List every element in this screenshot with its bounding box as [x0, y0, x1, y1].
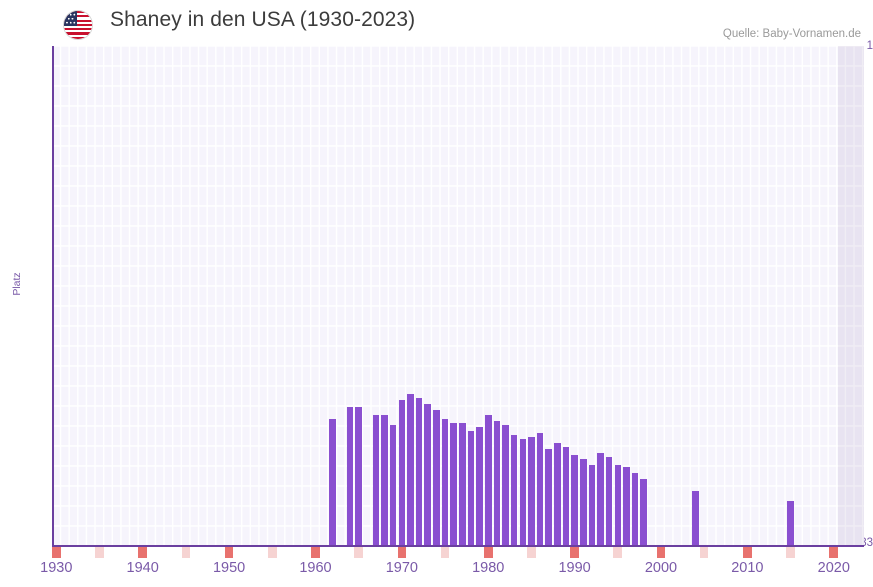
- bar-1981[interactable]: [493, 421, 501, 546]
- bar-1997[interactable]: [631, 473, 639, 546]
- decade-mark-1930: [52, 547, 61, 558]
- decade-mark-1970: [397, 547, 407, 558]
- bar-1983[interactable]: [510, 435, 518, 546]
- decade-mark-2010: [743, 547, 752, 558]
- x-axis-line: [52, 545, 864, 547]
- y-axis-max-label: 1: [866, 40, 873, 52]
- bar-1974[interactable]: [433, 409, 440, 546]
- bar-1971[interactable]: [407, 393, 414, 546]
- bar-1989[interactable]: [562, 447, 570, 546]
- bar-1985[interactable]: [528, 437, 535, 546]
- decade-mark-2020: [829, 547, 839, 558]
- bar-1982[interactable]: [502, 425, 509, 546]
- bar-2015[interactable]: [787, 501, 794, 546]
- bar-1962[interactable]: [329, 419, 337, 546]
- bar-1993[interactable]: [597, 453, 604, 546]
- bar-2004[interactable]: [692, 491, 699, 546]
- page-title: Shaney in den USA (1930-2023): [110, 8, 416, 31]
- y-axis-line: [52, 46, 54, 546]
- decade-mark-2015: [786, 547, 795, 558]
- x-tick-2000: 2000: [644, 560, 678, 576]
- bar-series: [52, 46, 864, 546]
- bar-1965[interactable]: [355, 406, 362, 546]
- decade-mark-1945: [181, 547, 191, 558]
- bar-1977[interactable]: [459, 423, 466, 546]
- decade-mark-1995: [613, 547, 623, 558]
- bar-1975[interactable]: [441, 419, 449, 546]
- bar-1992[interactable]: [588, 465, 596, 546]
- bar-1973[interactable]: [424, 403, 432, 546]
- decade-mark-2000: [656, 547, 666, 558]
- bar-1980[interactable]: [484, 415, 492, 546]
- decade-mark-1940: [138, 547, 147, 558]
- bar-1976[interactable]: [450, 423, 457, 546]
- bar-1990[interactable]: [571, 455, 578, 546]
- decade-markers: [52, 547, 864, 558]
- grid-lines: [52, 46, 864, 546]
- x-tick-1950: 1950: [212, 560, 246, 576]
- x-tick-1940: 1940: [126, 560, 159, 576]
- x-tick-2010: 2010: [731, 560, 764, 576]
- decade-mark-1990: [570, 547, 579, 558]
- x-tick-2020: 2020: [817, 560, 850, 576]
- bar-1987[interactable]: [545, 449, 552, 546]
- bar-1988[interactable]: [554, 443, 561, 546]
- chart-header: Shaney in den USA (1930-2023) Quelle: Ba…: [0, 0, 873, 44]
- bar-1986[interactable]: [536, 433, 544, 546]
- decade-mark-1960: [311, 547, 320, 558]
- x-tick-1930: 1930: [40, 560, 73, 576]
- bar-1979[interactable]: [476, 427, 483, 546]
- future-shade-region: [838, 46, 864, 546]
- plot-area: [52, 46, 864, 546]
- decade-mark-1985: [527, 547, 536, 558]
- bar-1970[interactable]: [398, 399, 406, 546]
- bar-1998[interactable]: [640, 479, 647, 546]
- bar-1995[interactable]: [614, 465, 622, 546]
- bar-1994[interactable]: [605, 457, 613, 546]
- bar-1978[interactable]: [467, 431, 475, 546]
- decade-mark-1980: [483, 547, 493, 558]
- decade-mark-2005: [699, 547, 709, 558]
- bar-1984[interactable]: [519, 439, 527, 546]
- source-attribution: Quelle: Baby-Vornamen.de: [722, 28, 861, 40]
- decade-mark-1955: [267, 547, 277, 558]
- decade-mark-1935: [95, 547, 104, 558]
- x-tick-1970: 1970: [385, 560, 418, 576]
- bar-1969[interactable]: [389, 425, 397, 546]
- x-tick-1990: 1990: [558, 560, 591, 576]
- bar-1968[interactable]: [381, 415, 388, 546]
- bar-1964[interactable]: [346, 406, 354, 546]
- bar-1991[interactable]: [579, 458, 587, 546]
- bar-1967[interactable]: [372, 415, 380, 546]
- x-tick-1960: 1960: [299, 560, 332, 576]
- bar-1972[interactable]: [415, 397, 423, 546]
- decade-mark-1975: [440, 547, 450, 558]
- bar-1996[interactable]: [623, 467, 630, 546]
- y-axis-title: Platz: [11, 272, 23, 296]
- us-flag-icon: [63, 10, 93, 40]
- x-tick-1980: 1980: [472, 560, 505, 576]
- decade-mark-1950: [224, 547, 234, 558]
- decade-mark-1965: [354, 547, 363, 558]
- x-axis-ticks: 1930 1940 1950 1960 1970 1980 1990 2000 2010 2020: [40, 560, 864, 584]
